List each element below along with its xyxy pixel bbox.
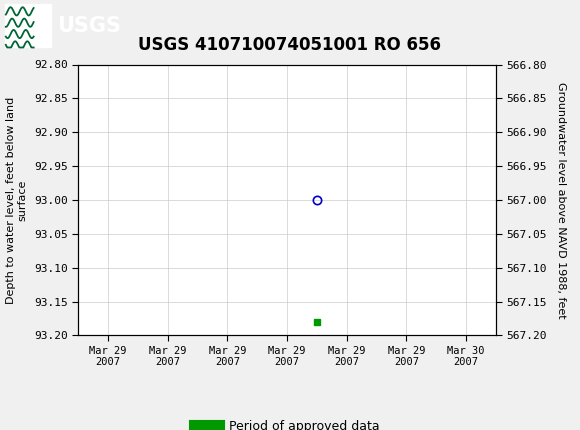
Y-axis label: Depth to water level, feet below land
surface: Depth to water level, feet below land su… — [6, 96, 27, 304]
Y-axis label: Groundwater level above NAVD 1988, feet: Groundwater level above NAVD 1988, feet — [556, 82, 566, 318]
Bar — [5, 4, 51, 47]
Legend: Period of approved data: Period of approved data — [189, 415, 385, 430]
Text: USGS: USGS — [57, 16, 121, 36]
Text: USGS 410710074051001 RO 656: USGS 410710074051001 RO 656 — [139, 36, 441, 54]
